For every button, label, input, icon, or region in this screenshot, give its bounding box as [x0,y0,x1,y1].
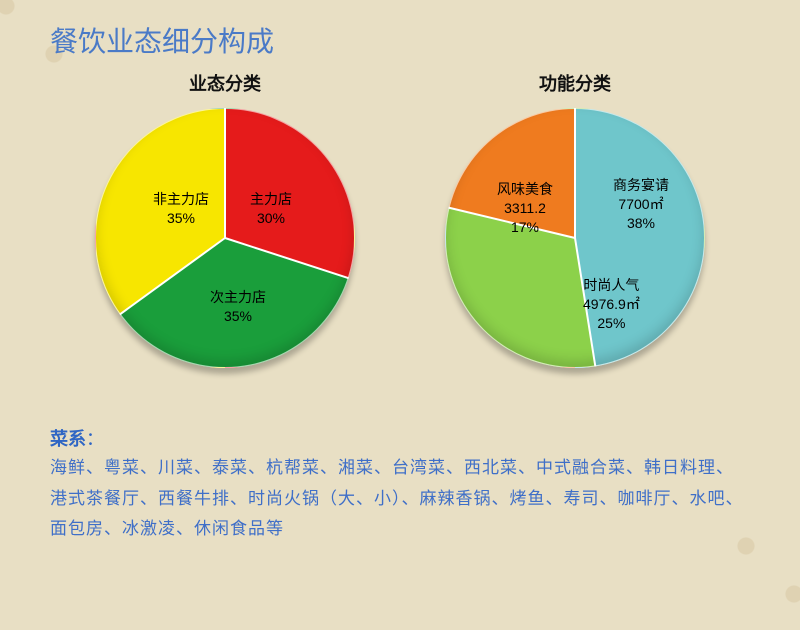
pie-right-label-0: 商务宴请7700㎡38% [613,176,669,233]
pie-left-label-0: 主力店30% [250,190,292,228]
pie-left [95,108,355,368]
pie-left-label-2: 非主力店35% [153,190,209,228]
pie-left-label-1: 次主力店35% [210,288,266,326]
chart-left-title: 业态分类 [189,70,261,96]
chart-right: 功能分类 商务宴请7700㎡38% 时尚人气4976.9㎡25% 风味美食331… [445,70,705,368]
pie-left-wrap: 主力店30% 次主力店35% 非主力店35% [95,108,355,368]
footer-body: 海鲜、粤菜、川菜、泰菜、杭帮菜、湘菜、台湾菜、西北菜、中式融合菜、韩日料理、港式… [50,453,750,545]
page-title: 餐饮业态细分构成 [50,20,750,60]
pie-right [445,108,705,368]
pie-right-wrap: 商务宴请7700㎡38% 时尚人气4976.9㎡25% 风味美食3311.217… [445,108,705,368]
charts-row: 业态分类 主力店30% 次主力店35% 非主力店35% 功能分类 商务宴请770… [50,70,750,368]
chart-left: 业态分类 主力店30% 次主力店35% 非主力店35% [95,70,355,368]
pie-right-label-1: 时尚人气4976.9㎡25% [583,276,640,333]
footer-heading: 菜系 [50,429,86,449]
pie-right-label-2: 风味美食3311.217% [497,180,553,237]
chart-right-title: 功能分类 [539,70,611,96]
footer: 菜系： 海鲜、粤菜、川菜、泰菜、杭帮菜、湘菜、台湾菜、西北菜、中式融合菜、韩日料… [50,425,750,545]
footer-colon: ： [86,429,104,449]
footer-heading-row: 菜系： [50,425,750,451]
